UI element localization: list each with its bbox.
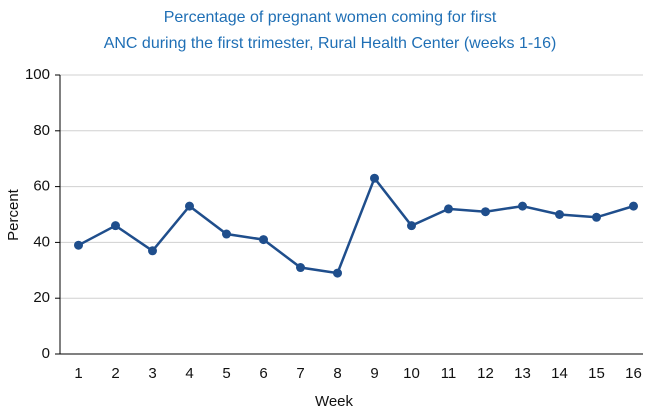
y-tick-label: 100: [25, 66, 50, 83]
x-tick-label: 8: [333, 365, 341, 382]
x-tick-label: 3: [148, 365, 156, 382]
point: [74, 240, 83, 250]
x-tick-label: 16: [625, 365, 642, 382]
chart-title: Percentage of pregnant women coming for …: [164, 9, 497, 26]
point: [407, 221, 416, 231]
point: [296, 263, 305, 273]
x-tick-label: 13: [514, 365, 531, 382]
x-tick-label: 6: [259, 365, 267, 382]
x-tick-label: 4: [185, 365, 193, 382]
point: [444, 204, 453, 214]
point: [370, 173, 379, 183]
x-tick-label: 1: [74, 365, 82, 382]
x-tick-label: 9: [370, 365, 378, 382]
x-tick-label: 10: [403, 365, 420, 382]
point: [222, 229, 231, 239]
x-tick-label: 14: [551, 365, 568, 382]
x-tick-label: 11: [441, 365, 457, 382]
x-tick-label: 5: [222, 365, 230, 382]
x-tick-label: 7: [296, 365, 304, 382]
point: [629, 201, 638, 211]
line: [77, 175, 634, 275]
x-axis-label: Week: [315, 393, 354, 410]
x-tick-label: 12: [477, 365, 494, 382]
y-axis-label: Percent: [5, 188, 22, 241]
point: [333, 268, 342, 278]
point: [481, 207, 490, 217]
x-tick-label: 2: [111, 365, 119, 382]
x-tick-label: 15: [588, 365, 605, 382]
y-tick-label: 60: [33, 178, 50, 195]
point: [518, 201, 527, 211]
y-tick-label: 20: [33, 289, 50, 306]
chart-title: ANC during the first trimester, Rural He…: [104, 35, 557, 52]
point: [148, 246, 157, 256]
point: [259, 235, 268, 245]
point: [555, 210, 564, 219]
y-tick-label: 0: [42, 345, 50, 362]
y-tick-label: 40: [33, 233, 50, 250]
y-tick-label: 80: [33, 122, 50, 139]
point: [111, 221, 120, 231]
point: [185, 201, 194, 211]
point: [592, 212, 601, 222]
